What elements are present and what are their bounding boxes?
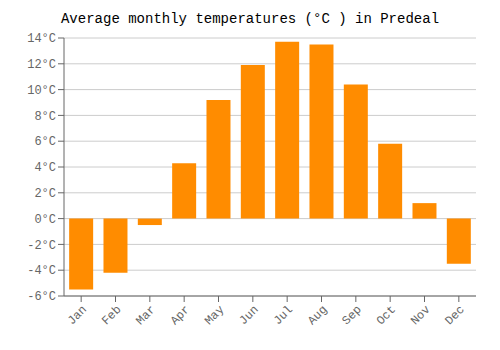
svg-text:-6°C: -6°C xyxy=(27,290,56,304)
svg-text:12°C: 12°C xyxy=(27,58,56,72)
svg-text:Dec: Dec xyxy=(443,303,468,328)
svg-text:Jun: Jun xyxy=(237,303,262,328)
svg-text:8°C: 8°C xyxy=(34,110,56,124)
svg-text:Jan: Jan xyxy=(65,303,90,328)
svg-text:2°C: 2°C xyxy=(34,187,56,201)
svg-text:Apr: Apr xyxy=(168,303,193,328)
svg-text:4°C: 4°C xyxy=(34,161,56,175)
svg-text:6°C: 6°C xyxy=(34,135,56,149)
html-text:Average monthly temperatures (: Average monthly temperatures (°C ) in Pr… xyxy=(61,11,439,27)
svg-text:14°C: 14°C xyxy=(27,32,56,46)
svg-text:-2°C: -2°C xyxy=(27,239,56,253)
svg-text:-4°C: -4°C xyxy=(27,264,56,278)
svg-text:Aug: Aug xyxy=(305,303,330,328)
svg-text:Jul: Jul xyxy=(271,303,296,328)
svg-text:Oct: Oct xyxy=(374,303,399,328)
svg-text:Mar: Mar xyxy=(134,303,159,328)
svg-text:May: May xyxy=(202,303,227,328)
svg-text:Nov: Nov xyxy=(408,303,433,328)
svg-text:0°C: 0°C xyxy=(34,213,56,227)
svg-text:10°C: 10°C xyxy=(27,84,56,98)
svg-text:Feb: Feb xyxy=(99,303,124,328)
svg-text:Sep: Sep xyxy=(340,303,365,328)
